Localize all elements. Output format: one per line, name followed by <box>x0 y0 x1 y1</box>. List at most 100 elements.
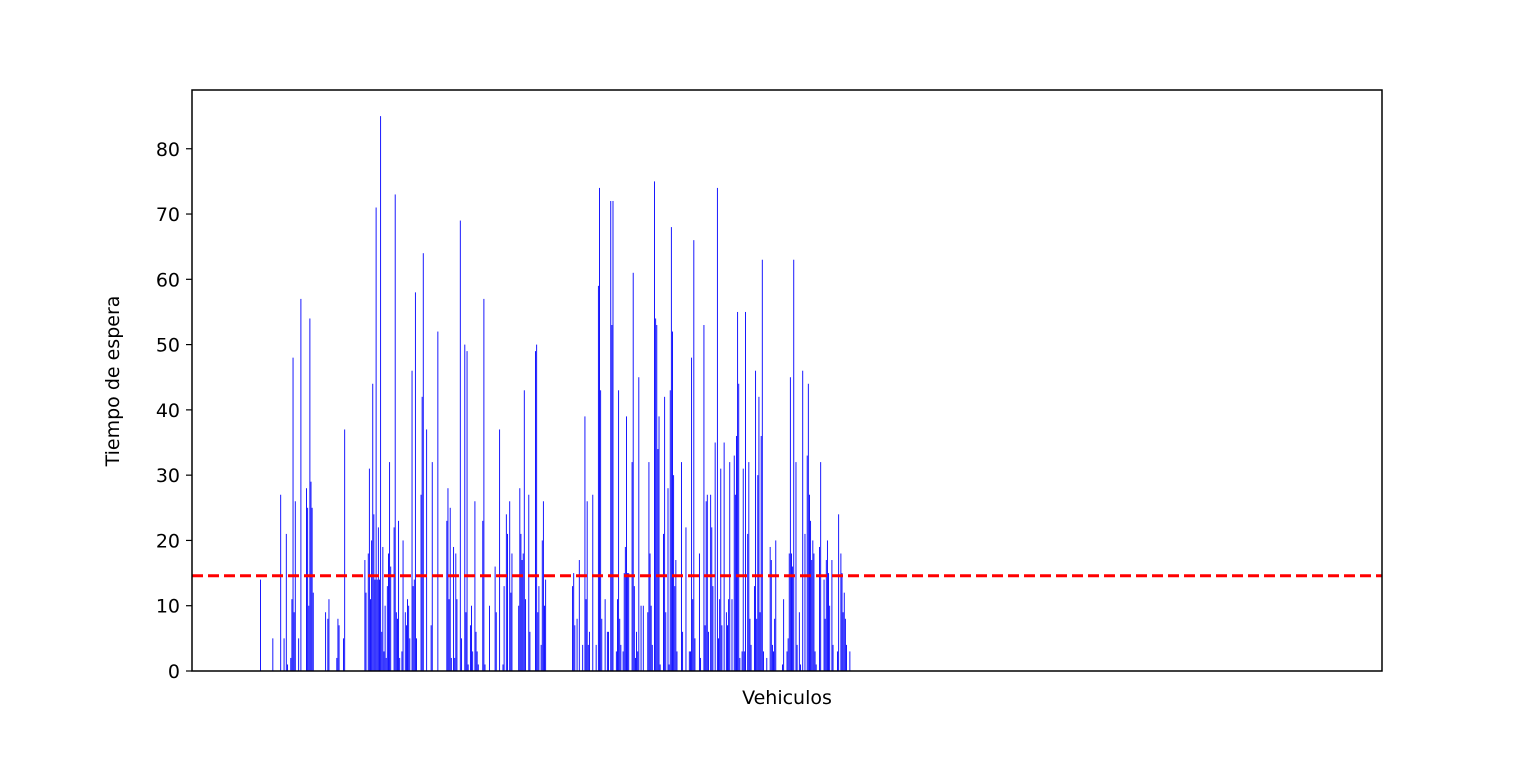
bar <box>654 181 655 671</box>
bar <box>382 546 384 671</box>
bar <box>337 618 339 671</box>
bar <box>611 325 613 671</box>
bar <box>663 533 664 671</box>
bar <box>528 494 530 671</box>
bar <box>672 331 673 671</box>
bar <box>384 605 386 671</box>
bar <box>426 429 428 671</box>
bar <box>307 507 309 671</box>
bar <box>573 573 575 671</box>
bar <box>758 396 760 671</box>
bar <box>600 390 602 671</box>
bar <box>389 462 391 671</box>
bar <box>592 494 594 671</box>
bar <box>420 494 422 671</box>
bar <box>749 618 751 671</box>
bar <box>404 612 406 671</box>
bar <box>413 579 415 671</box>
bar <box>631 462 633 671</box>
bar <box>368 468 370 671</box>
bar <box>802 370 804 671</box>
bar <box>775 540 777 671</box>
bar <box>682 631 684 671</box>
bar <box>402 540 404 671</box>
bar <box>421 396 423 671</box>
bar <box>809 494 810 671</box>
bar <box>364 560 366 671</box>
bar <box>849 651 851 671</box>
bar <box>437 331 439 671</box>
bar <box>622 651 624 671</box>
bar <box>620 644 622 671</box>
bar <box>627 573 629 671</box>
bar <box>628 573 630 671</box>
bar <box>509 501 511 671</box>
bar <box>474 501 476 671</box>
bar <box>370 599 371 671</box>
bar <box>390 566 392 671</box>
bar <box>272 638 274 671</box>
bar <box>843 592 845 671</box>
bar <box>710 494 712 671</box>
bar <box>499 429 501 671</box>
bar <box>510 592 512 671</box>
bar <box>298 638 300 671</box>
bar <box>633 586 635 671</box>
bar <box>766 657 768 671</box>
bar <box>841 573 843 671</box>
bar <box>377 527 379 671</box>
bar <box>731 599 733 671</box>
bar <box>545 579 547 671</box>
bar <box>522 553 524 671</box>
bar <box>466 351 468 671</box>
bar <box>467 664 469 671</box>
bar <box>806 455 808 671</box>
bar <box>750 644 752 671</box>
bar <box>465 612 467 671</box>
bar <box>540 644 542 671</box>
bar <box>786 651 788 671</box>
y-tick-label: 10 <box>156 596 180 618</box>
bar <box>761 259 763 671</box>
bar <box>798 612 800 671</box>
bar <box>448 599 450 671</box>
bar <box>756 618 758 671</box>
bar <box>574 625 576 671</box>
bar <box>588 631 590 671</box>
bar <box>737 311 739 671</box>
bar <box>705 501 707 671</box>
bar <box>503 586 505 671</box>
bar <box>292 357 294 671</box>
bar <box>721 625 723 671</box>
bar <box>787 638 789 671</box>
bar <box>769 546 771 671</box>
bar <box>290 657 292 671</box>
bar <box>745 311 746 671</box>
bar <box>711 527 713 671</box>
bar <box>537 612 539 671</box>
bar <box>691 357 693 671</box>
bar <box>828 573 829 671</box>
bar <box>712 586 714 671</box>
bar <box>626 416 627 671</box>
bar <box>380 116 382 672</box>
bar <box>792 566 794 671</box>
bar <box>376 579 378 671</box>
bar <box>642 605 644 671</box>
bar <box>285 533 287 671</box>
bar <box>343 638 345 671</box>
bar <box>723 442 725 671</box>
bar <box>519 488 521 671</box>
bar <box>647 612 649 671</box>
bar <box>507 533 508 671</box>
bar <box>719 599 721 671</box>
bar <box>375 207 377 671</box>
bar <box>405 625 407 671</box>
bar <box>373 514 375 671</box>
bar <box>460 638 462 671</box>
bar <box>455 553 457 671</box>
bar <box>624 546 626 671</box>
bar <box>707 631 709 671</box>
bar <box>665 612 667 671</box>
bar <box>472 651 474 671</box>
